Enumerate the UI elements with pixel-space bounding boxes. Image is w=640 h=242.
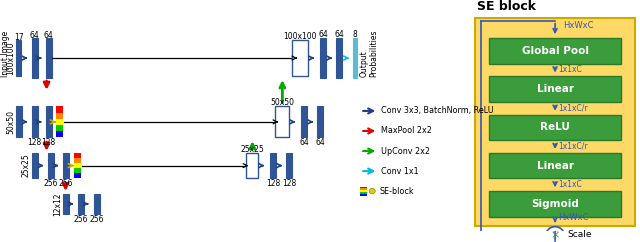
Bar bbox=[63, 194, 68, 214]
Text: 64: 64 bbox=[316, 138, 325, 147]
Bar bbox=[246, 153, 259, 178]
Bar bbox=[360, 194, 367, 196]
Bar bbox=[74, 158, 81, 163]
Text: 12x12: 12x12 bbox=[53, 192, 62, 216]
Bar bbox=[275, 106, 289, 137]
Text: 50x50: 50x50 bbox=[270, 98, 294, 107]
Text: Input Image: Input Image bbox=[1, 30, 10, 77]
Text: MaxPool 2x2: MaxPool 2x2 bbox=[381, 127, 432, 136]
Text: SE block: SE block bbox=[477, 0, 536, 13]
Text: 1x1xC: 1x1xC bbox=[558, 65, 582, 75]
Bar bbox=[301, 106, 307, 137]
Text: 128: 128 bbox=[282, 179, 296, 188]
Bar bbox=[353, 38, 357, 78]
Bar bbox=[56, 119, 63, 125]
Text: 50x50: 50x50 bbox=[6, 110, 15, 134]
Bar bbox=[360, 188, 367, 190]
Bar bbox=[45, 106, 52, 137]
Text: UpConv 2x2: UpConv 2x2 bbox=[381, 146, 430, 156]
Bar bbox=[74, 153, 81, 158]
Text: ReLU: ReLU bbox=[540, 122, 570, 132]
Text: 17: 17 bbox=[14, 33, 24, 42]
Text: HxWxC: HxWxC bbox=[558, 213, 589, 222]
Bar bbox=[74, 168, 81, 173]
Bar bbox=[56, 131, 63, 137]
Text: HxWxC: HxWxC bbox=[563, 21, 593, 30]
Bar bbox=[31, 153, 38, 178]
Bar bbox=[489, 114, 621, 140]
Bar bbox=[74, 173, 81, 178]
Bar bbox=[475, 18, 635, 226]
Bar bbox=[360, 192, 367, 194]
Text: 128: 128 bbox=[42, 138, 56, 147]
Text: Conv 1x1: Conv 1x1 bbox=[381, 166, 419, 176]
Bar bbox=[360, 187, 367, 188]
Text: Global Pool: Global Pool bbox=[522, 46, 589, 56]
Bar bbox=[286, 153, 292, 178]
Bar bbox=[489, 38, 621, 64]
Bar bbox=[489, 153, 621, 178]
Bar bbox=[56, 113, 63, 119]
Bar bbox=[77, 194, 84, 214]
Circle shape bbox=[369, 188, 375, 194]
Text: 100x100: 100x100 bbox=[284, 32, 317, 41]
Text: 64: 64 bbox=[319, 30, 328, 39]
Text: 1x1xC/r: 1x1xC/r bbox=[558, 142, 588, 151]
Text: 64: 64 bbox=[29, 31, 40, 40]
Bar bbox=[292, 40, 308, 76]
Bar bbox=[336, 38, 342, 78]
Text: ×: × bbox=[550, 230, 560, 240]
Text: Output
Probabilities: Output Probabilities bbox=[359, 30, 379, 77]
Text: Sigmoid: Sigmoid bbox=[531, 199, 579, 209]
Text: Conv 3x3, BatchNorm, ReLU: Conv 3x3, BatchNorm, ReLU bbox=[381, 106, 494, 115]
Text: 1x1xC/r: 1x1xC/r bbox=[558, 104, 588, 113]
Text: 256: 256 bbox=[90, 215, 104, 224]
Bar bbox=[489, 76, 621, 102]
Bar bbox=[15, 106, 22, 137]
Text: SE-block: SE-block bbox=[380, 187, 414, 196]
Bar bbox=[47, 153, 54, 178]
Text: 128: 128 bbox=[28, 138, 42, 147]
Text: 256: 256 bbox=[58, 179, 73, 188]
Text: Scale: Scale bbox=[567, 230, 591, 239]
Bar bbox=[56, 125, 63, 131]
Text: 8: 8 bbox=[353, 30, 358, 39]
Bar bbox=[63, 153, 68, 178]
Bar bbox=[56, 106, 63, 113]
Text: 25x25: 25x25 bbox=[21, 154, 30, 177]
Bar bbox=[31, 38, 38, 78]
Text: 100x100: 100x100 bbox=[6, 41, 15, 75]
Text: Linear: Linear bbox=[536, 84, 573, 94]
Text: 25x25: 25x25 bbox=[241, 145, 264, 154]
Text: 1x1xC: 1x1xC bbox=[558, 180, 582, 189]
Text: 64: 64 bbox=[300, 138, 309, 147]
Bar bbox=[45, 38, 52, 78]
Bar bbox=[31, 106, 38, 137]
Bar bbox=[270, 153, 276, 178]
Text: 64: 64 bbox=[44, 31, 54, 40]
Bar bbox=[489, 191, 621, 217]
Text: 128: 128 bbox=[266, 179, 280, 188]
Text: 256: 256 bbox=[44, 179, 58, 188]
Bar bbox=[74, 163, 81, 168]
Bar bbox=[317, 106, 323, 137]
Bar bbox=[93, 194, 100, 214]
Circle shape bbox=[546, 227, 564, 242]
Bar bbox=[16, 40, 21, 76]
Text: 256: 256 bbox=[74, 215, 88, 224]
Bar bbox=[320, 38, 326, 78]
Bar bbox=[360, 190, 367, 192]
Text: Linear: Linear bbox=[536, 161, 573, 171]
Text: 64: 64 bbox=[335, 30, 344, 39]
